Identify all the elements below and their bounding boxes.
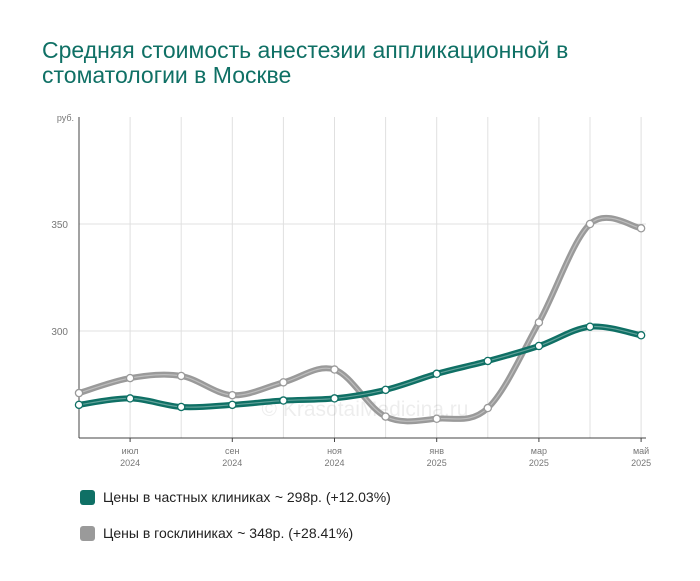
legend-swatch-public: [80, 525, 95, 541]
legend-swatch-private: [80, 489, 95, 505]
data-point-private: [279, 396, 288, 405]
legend-item-private[interactable]: Цены в частных клиниках ~ 298р. (+12.03%…: [80, 488, 391, 506]
data-point-private: [330, 394, 339, 403]
legend-value-public: ~ 348р. (+28.41%): [237, 525, 354, 541]
data-point-public: [636, 224, 646, 233]
data-point-private: [125, 394, 135, 403]
data-point-private: [381, 385, 390, 395]
data-point-public: [74, 388, 84, 398]
data-point-private: [228, 400, 237, 410]
data-point-public: [381, 412, 390, 421]
data-point-public: [279, 378, 288, 387]
data-point-private: [432, 369, 441, 379]
series-line-public: [76, 214, 645, 425]
x-tick-label-month: сен: [225, 446, 240, 456]
data-point-public: [176, 371, 186, 381]
data-point-private: [74, 400, 84, 410]
legend-label-private: Цены в частных клиниках: [103, 489, 271, 505]
data-point-public: [125, 373, 135, 383]
x-tick-label-year: 2024: [324, 458, 344, 468]
series-line-highlight-private: [78, 325, 642, 408]
x-tick-label-year: 2024: [222, 458, 242, 468]
x-tick-label-year: 2024: [120, 458, 140, 468]
data-point-private: [534, 341, 544, 351]
data-point-public: [483, 403, 493, 413]
x-tick-label-month: июл: [122, 446, 139, 456]
data-point-private: [483, 356, 493, 366]
legend-label-public: Цены в госклиниках: [103, 525, 233, 541]
data-point-public: [585, 219, 595, 229]
data-point-public: [432, 414, 441, 423]
x-tick-label-month: ноя: [327, 446, 342, 456]
x-tick-label-year: 2025: [631, 458, 651, 468]
x-tick-label-month: май: [633, 446, 649, 456]
series-private: [74, 322, 646, 412]
data-point-private: [636, 331, 646, 340]
series-public: [74, 214, 646, 425]
legend-value-private: ~ 298р. (+12.03%): [274, 489, 391, 505]
data-point-public: [228, 390, 237, 400]
data-point-private: [176, 402, 186, 412]
chart-title: Средняя стоимость анестезии аппликационн…: [42, 37, 569, 88]
x-tick-label-year: 2025: [427, 458, 447, 468]
data-point-public: [330, 365, 339, 374]
x-tick-label-month: янв: [429, 446, 444, 456]
data-point-private: [585, 322, 595, 331]
legend-item-public[interactable]: Цены в госклиниках ~ 348р. (+28.41%): [80, 524, 353, 542]
y-unit-label: руб.: [57, 113, 74, 123]
y-tick-label: 300: [51, 327, 68, 338]
data-point-public: [534, 318, 544, 327]
series-line-private: [76, 323, 645, 411]
watermark: © KrasotaiMedicina.ru: [262, 398, 469, 421]
x-tick-label-year: 2025: [529, 458, 549, 468]
x-tick-label-month: мар: [531, 446, 547, 456]
y-tick-label: 350: [51, 220, 68, 231]
